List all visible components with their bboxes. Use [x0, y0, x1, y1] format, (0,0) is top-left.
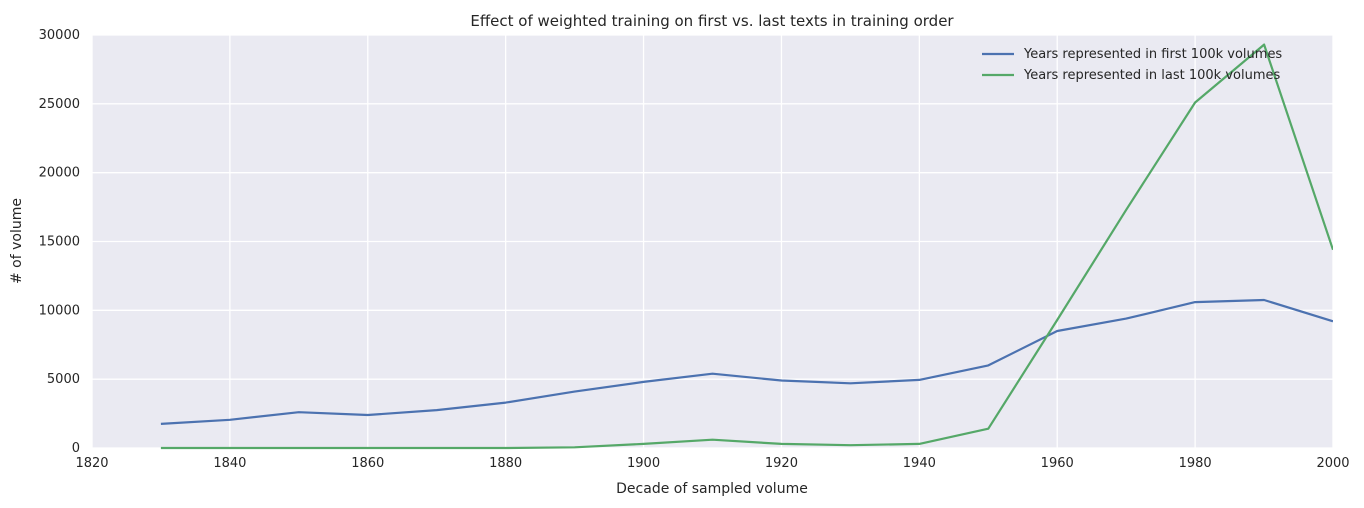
- x-tick-label: 1900: [627, 456, 660, 471]
- x-tick-label: 1920: [765, 456, 798, 471]
- x-tick-label: 1980: [1179, 456, 1212, 471]
- x-axis-label: Decade of sampled volume: [616, 481, 808, 497]
- y-tick-label: 10000: [39, 303, 80, 318]
- y-tick-label: 5000: [47, 372, 80, 387]
- x-tick-label: 1820: [75, 456, 108, 471]
- y-tick-label: 0: [72, 441, 80, 456]
- x-tick-label: 1880: [489, 456, 522, 471]
- series-line-1: [160, 298, 1333, 425]
- x-tick-label: 1860: [351, 456, 384, 471]
- series-line-2: [160, 43, 1333, 450]
- legend-label: Years represented in first 100k volumes: [1023, 47, 1282, 62]
- x-tick-label: 2000: [1316, 456, 1349, 471]
- y-axis-label: # of volume: [9, 198, 25, 284]
- y-tick-label: 25000: [39, 97, 80, 112]
- y-tick-label: 30000: [39, 28, 80, 43]
- x-tick-label: 1940: [903, 456, 936, 471]
- y-tick-label: 20000: [39, 166, 80, 181]
- chart-title: Effect of weighted training on first vs.…: [470, 12, 954, 30]
- x-tick-label: 1960: [1041, 456, 1074, 471]
- x-tick-label: 1840: [213, 456, 246, 471]
- legend-label: Years represented in last 100k volumes: [1023, 68, 1280, 83]
- y-tick-label: 15000: [39, 235, 80, 250]
